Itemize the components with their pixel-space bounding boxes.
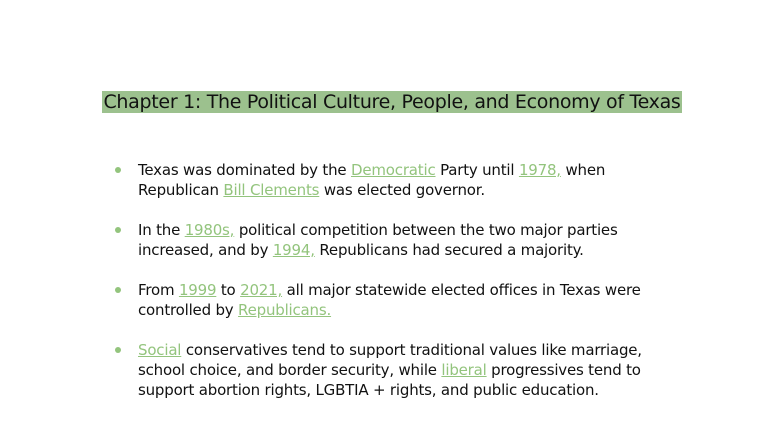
hyperlink[interactable]: Social [138,341,182,359]
hyperlink[interactable]: 1994, [272,241,315,259]
bullet-item: In the 1980s, political competition betw… [112,220,682,260]
bullet-text: all major statewide elected offices in T… [138,281,641,319]
bullet-text: progressives tend to support abortion ri… [138,361,641,399]
bullet-item: Social conservatives tend to support tra… [112,340,682,400]
hyperlink[interactable]: 2021, [240,281,283,299]
bullet-text: From [138,281,179,299]
hyperlink[interactable]: 1978, [518,161,561,179]
bullet-text: political competition between the two ma… [138,221,618,259]
bullet-text: In the [138,221,185,239]
bullet-dot-icon [115,287,121,293]
hyperlink[interactable]: liberal [441,361,487,379]
bullet-dot-icon [115,167,121,173]
hyperlink[interactable]: Bill Clements [223,181,320,199]
bullet-list: Texas was dominated by the Democratic Pa… [112,160,682,420]
bullet-dot-icon [115,227,121,233]
bullet-text: Republicans had secured a majority. [314,241,584,259]
bullet-text: when Republican [138,161,606,199]
hyperlink[interactable]: Republicans. [238,301,332,319]
bullet-item: Texas was dominated by the Democratic Pa… [112,160,682,200]
slide-title: Chapter 1: The Political Culture, People… [100,90,684,114]
bullet-item: From 1999 to 2021, all major statewide e… [112,280,682,320]
bullet-text: conservatives tend to support traditiona… [138,341,642,379]
bullet-text: to [216,281,241,299]
hyperlink[interactable]: 1980s, [184,221,235,239]
hyperlink[interactable]: 1999 [178,281,217,299]
slide-title-text: Chapter 1: The Political Culture, People… [102,91,682,113]
bullet-text: Party until [435,161,519,179]
bullet-text: was elected governor. [319,181,485,199]
bullet-dot-icon [115,347,121,353]
bullet-text: Texas was dominated by the [138,161,352,179]
hyperlink[interactable]: Democratic [351,161,436,179]
